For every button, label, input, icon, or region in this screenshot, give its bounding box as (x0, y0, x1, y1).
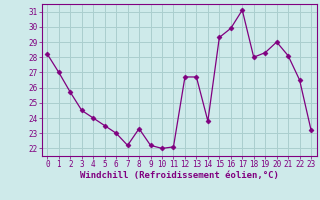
X-axis label: Windchill (Refroidissement éolien,°C): Windchill (Refroidissement éolien,°C) (80, 171, 279, 180)
